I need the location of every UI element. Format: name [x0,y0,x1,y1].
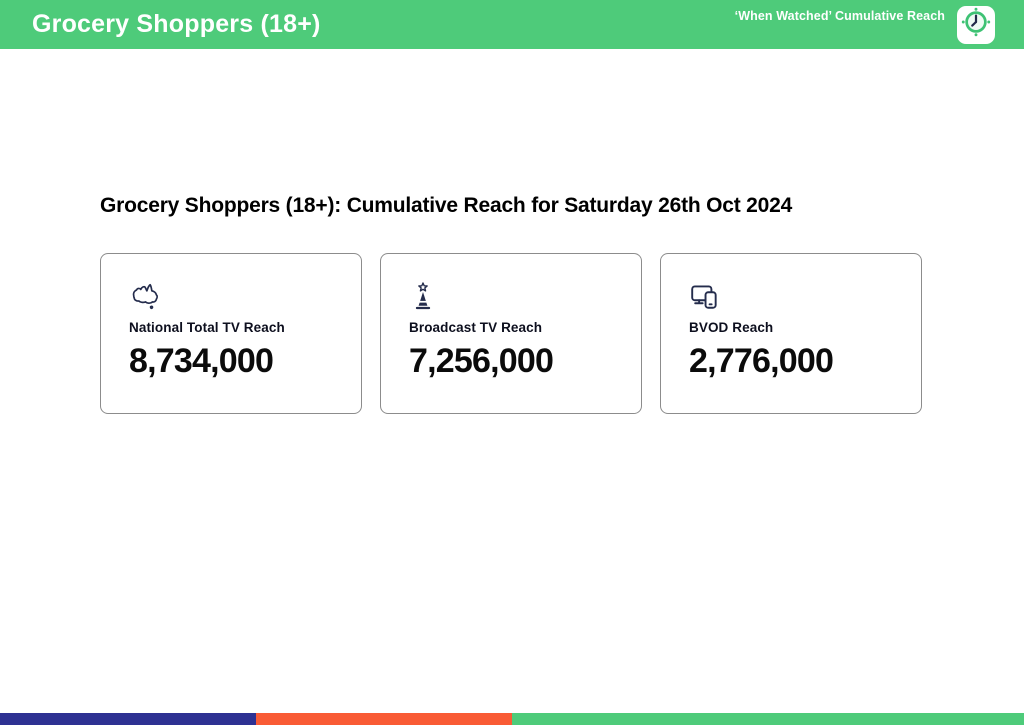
kpi-card-national-total-tv: National Total TV Reach 8,734,000 [100,253,362,414]
page-title: Grocery Shoppers (18+) [32,10,321,38]
footer-bar-segment-green [512,713,1024,725]
kpi-label: National Total TV Reach [129,320,285,335]
footer-bar-segment-navy [0,713,256,725]
kpi-value: 7,256,000 [409,342,554,380]
clock-icon [959,5,993,44]
app-logo-badge [957,5,995,44]
footer-bar-segment-orange [256,713,512,725]
app-header: Grocery Shoppers (18+) ‘When Watched’ Cu… [0,0,1024,49]
footer-color-bar [0,713,1024,725]
kpi-card-broadcast-tv: Broadcast TV Reach 7,256,000 [380,253,642,414]
australia-map-icon [129,281,333,311]
tv-and-phone-devices-icon [689,281,893,311]
report-heading: Grocery Shoppers (18+): Cumulative Reach… [100,194,793,217]
broadcast-tower-icon [409,281,613,311]
kpi-value: 8,734,000 [129,342,274,380]
kpi-label: BVOD Reach [689,320,774,335]
kpi-label: Broadcast TV Reach [409,320,543,335]
kpi-value: 2,776,000 [689,342,834,380]
header-subtitle: ‘When Watched’ Cumulative Reach [734,9,945,23]
kpi-cards-row: National Total TV Reach 8,734,000 Broadc… [100,253,922,414]
kpi-card-bvod: BVOD Reach 2,776,000 [660,253,922,414]
